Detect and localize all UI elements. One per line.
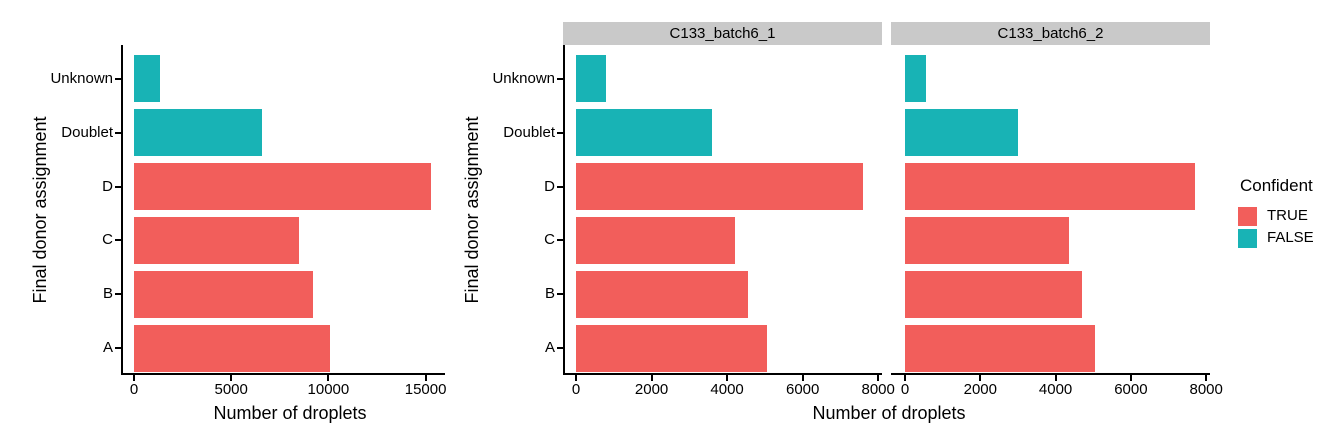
bar-B: [134, 270, 313, 318]
x-tick-label: 5000: [214, 381, 248, 398]
x-tick-label: 8000: [861, 381, 895, 398]
y-tick-mark: [115, 185, 121, 188]
bar-A-C133_batch6_1: [576, 324, 767, 372]
y-tick-mark: [115, 131, 121, 134]
y-tick-label-C: C: [544, 231, 555, 249]
y-tick-label-A: A: [102, 339, 113, 357]
x-tick-mark: [1129, 375, 1132, 381]
legend-title: Confident: [1240, 176, 1313, 195]
y-axis-title-left: Final donor assignment: [30, 116, 50, 304]
y-tick-label-Unknown: Unknown: [492, 69, 555, 87]
y-tick-mark: [557, 185, 563, 188]
y-tick-mark: [115, 77, 121, 80]
x-tick-mark: [904, 375, 906, 381]
legend-entry-true: TRUE: [1238, 205, 1314, 227]
y-tick-label-A: A: [544, 339, 555, 357]
facet-strip: C133_batch6_1: [563, 22, 882, 45]
bar-D: [134, 163, 432, 211]
bar-D-C133_batch6_2: [905, 163, 1195, 211]
x-tick-mark: [877, 375, 880, 381]
y-tick-mark: [115, 239, 121, 242]
x-tick-mark: [133, 375, 135, 381]
x-tick-mark: [230, 375, 233, 381]
y-tick-label-Doublet: Doublet: [503, 123, 555, 141]
panel-C133_batch6_1: [563, 45, 882, 375]
bar-A: [134, 324, 331, 372]
y-tick-mark: [557, 77, 563, 80]
x-tick-mark: [1205, 375, 1208, 381]
bar-A-C133_batch6_2: [905, 324, 1096, 372]
x-tick-label: 6000: [1114, 381, 1148, 398]
x-axis-title-facets: Number of droplets: [812, 403, 966, 423]
x-tick-mark: [801, 375, 804, 381]
y-tick-label-Unknown: Unknown: [50, 69, 113, 87]
legend-label: FALSE: [1267, 229, 1314, 246]
y-tick-label-Doublet: Doublet: [61, 123, 113, 141]
facet-strip: C133_batch6_2: [891, 22, 1210, 45]
y-tick-mark: [557, 239, 563, 242]
legend-label: TRUE: [1267, 207, 1308, 224]
bar-B-C133_batch6_1: [576, 270, 748, 318]
x-tick-label: 10000: [307, 381, 350, 398]
y-tick-mark: [557, 347, 563, 350]
y-tick-mark: [557, 131, 563, 134]
y-tick-label-D: D: [544, 177, 555, 195]
x-tick-label: 2000: [634, 381, 669, 398]
facet-strip-label: C133_batch6_2: [997, 25, 1104, 42]
x-tick-label: 4000: [1038, 381, 1073, 398]
x-tick-mark: [575, 375, 577, 381]
y-tick-label-D: D: [102, 177, 113, 195]
x-tick-mark: [726, 375, 729, 381]
y-tick-mark: [115, 293, 121, 296]
x-tick-mark: [424, 375, 427, 381]
bar-Doublet-C133_batch6_2: [905, 109, 1018, 157]
legend-entries: TRUE FALSE: [1238, 205, 1314, 249]
y-tick-mark: [557, 293, 563, 296]
x-tick-mark: [1054, 375, 1057, 381]
bar-B-C133_batch6_2: [905, 270, 1082, 318]
x-tick-mark: [327, 375, 330, 381]
y-tick-label-C: C: [102, 231, 113, 249]
x-tick-label: 15000: [404, 381, 447, 398]
y-tick-mark: [115, 347, 121, 350]
bar-Doublet-C133_batch6_1: [576, 109, 712, 157]
y-tick-label-B: B: [102, 285, 113, 303]
bar-Doublet: [134, 109, 263, 157]
panel-C133_batch6_2: [891, 45, 1210, 375]
x-tick-label: 0: [900, 381, 910, 398]
x-tick-label: 0: [571, 381, 581, 398]
legend-entry-false: FALSE: [1238, 227, 1314, 249]
bar-Unknown: [134, 55, 161, 103]
x-tick-label: 8000: [1189, 381, 1223, 398]
y-axis-title-facets: Final donor assignment: [462, 116, 482, 304]
x-tick-mark: [979, 375, 982, 381]
bar-Unknown-C133_batch6_1: [576, 55, 607, 103]
bar-C-C133_batch6_2: [905, 216, 1069, 264]
x-tick-label: 6000: [786, 381, 820, 398]
bar-C-C133_batch6_1: [576, 216, 735, 264]
bar-Unknown-C133_batch6_2: [905, 55, 926, 103]
panel-combined: [121, 45, 445, 375]
facet-strip-label: C133_batch6_1: [669, 25, 776, 42]
legend-swatch-false: [1238, 228, 1257, 248]
x-tick-mark: [650, 375, 653, 381]
bar-C: [134, 216, 300, 264]
legend: Confident TRUE FALSE: [1238, 176, 1314, 249]
legend-swatch-true: [1238, 206, 1257, 226]
x-tick-label: 0: [129, 381, 139, 398]
x-tick-label: 4000: [710, 381, 744, 398]
x-axis-title-left: Number of droplets: [213, 403, 367, 423]
x-tick-label: 2000: [963, 381, 997, 398]
bar-D-C133_batch6_1: [576, 163, 864, 211]
y-tick-label-B: B: [544, 285, 555, 303]
